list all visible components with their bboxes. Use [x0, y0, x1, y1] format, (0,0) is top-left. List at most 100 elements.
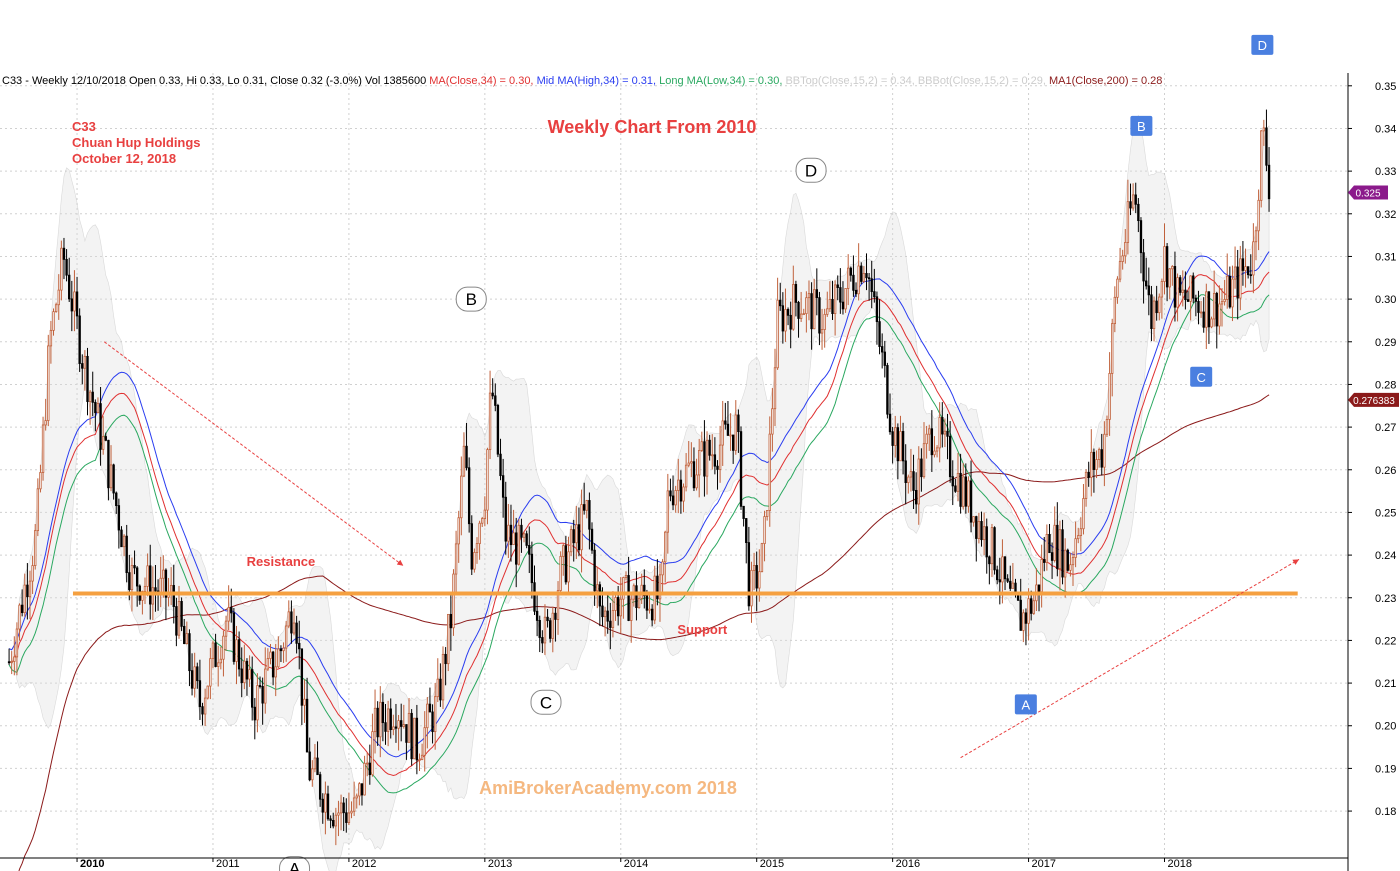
candle: [896, 423, 900, 480]
candle: [120, 526, 123, 548]
candle: [891, 426, 894, 464]
candle: [899, 415, 902, 462]
candle: [1241, 241, 1245, 286]
y-tick-label: 0.18: [1375, 806, 1396, 818]
annotation-resistance: Resistance: [247, 554, 316, 569]
candle: [687, 440, 690, 468]
candle: [269, 643, 272, 665]
candle: [789, 301, 792, 349]
candle: [580, 489, 583, 573]
candle: [786, 307, 790, 326]
candle: [721, 400, 724, 466]
candle: [1197, 290, 1200, 325]
candle: [253, 698, 256, 740]
candle: [501, 458, 505, 518]
candle: [611, 591, 615, 638]
candle: [251, 656, 254, 721]
candle: [972, 516, 975, 527]
candle: [483, 496, 487, 527]
y-tick-label: 0.29: [1375, 337, 1396, 349]
candle: [507, 503, 510, 559]
candle: [731, 434, 735, 464]
y-tick-label: 0.22: [1375, 635, 1396, 647]
candle: [1019, 578, 1022, 631]
candle: [175, 597, 178, 647]
y-tick-label: 0.30: [1375, 294, 1396, 306]
candle: [833, 280, 837, 336]
candle: [747, 526, 751, 611]
candle: [264, 647, 267, 714]
candle: [235, 625, 238, 685]
candle: [1129, 183, 1132, 216]
candle: [946, 413, 949, 460]
candle: [1045, 524, 1049, 571]
candle: [1124, 229, 1127, 264]
candle: [528, 526, 531, 574]
pattern-box-text: D: [1258, 38, 1267, 53]
candle: [1011, 563, 1015, 589]
candle: [1246, 266, 1250, 279]
candle: [91, 371, 94, 417]
candle: [15, 622, 19, 676]
candle: [664, 530, 667, 583]
candle: [1074, 521, 1077, 568]
candle: [339, 794, 343, 831]
candle: [149, 544, 152, 620]
candle: [183, 618, 186, 645]
long-ma-value: Long MA(Low,34) = 0.30,: [659, 75, 786, 87]
candle: [716, 460, 719, 490]
y-tick-label: 0.31: [1375, 251, 1396, 263]
pattern-box-d: D: [1251, 34, 1274, 55]
wave-label-a: A: [279, 856, 311, 871]
candle: [768, 416, 771, 527]
candle: [125, 524, 128, 583]
candle: [802, 308, 805, 316]
candle: [998, 557, 1001, 605]
candle: [345, 798, 348, 833]
x-tick-label: 2015: [760, 858, 784, 870]
candle: [873, 268, 876, 303]
candle: [1231, 265, 1234, 322]
candle: [219, 646, 223, 670]
y-tick-label: 0.25: [1375, 507, 1396, 519]
candle: [674, 485, 677, 513]
candle: [781, 292, 785, 344]
candle: [117, 498, 121, 549]
candle: [1050, 542, 1054, 579]
candle: [1063, 538, 1067, 598]
candle: [862, 266, 866, 283]
candle: [433, 682, 437, 750]
candle: [405, 724, 408, 760]
candle: [360, 783, 364, 806]
candle: [397, 714, 400, 751]
candle: [475, 537, 479, 564]
candle: [1066, 548, 1069, 572]
candle: [350, 801, 353, 819]
candle: [530, 541, 534, 599]
pattern-box-text: C: [1196, 370, 1205, 385]
candle: [541, 630, 544, 654]
candle: [248, 655, 251, 687]
candle: [321, 793, 324, 824]
candle: [352, 781, 356, 816]
candle: [363, 755, 366, 796]
candle: [1233, 246, 1237, 289]
candle: [232, 607, 236, 665]
candle: [679, 470, 683, 514]
candle: [948, 421, 952, 483]
candle: [847, 254, 850, 306]
candle: [1249, 254, 1252, 284]
candle: [188, 629, 191, 687]
candle: [901, 422, 905, 475]
candle: [1092, 448, 1096, 493]
candle: [509, 504, 513, 562]
candle: [112, 463, 115, 500]
candle: [512, 509, 515, 546]
ma200-value: MA1(Close,200) = 0.28: [1049, 75, 1163, 87]
candle: [143, 577, 147, 605]
candle: [39, 464, 42, 493]
candle: [1189, 275, 1192, 321]
candle: [96, 397, 100, 414]
candle: [708, 434, 711, 461]
candle: [240, 647, 243, 698]
